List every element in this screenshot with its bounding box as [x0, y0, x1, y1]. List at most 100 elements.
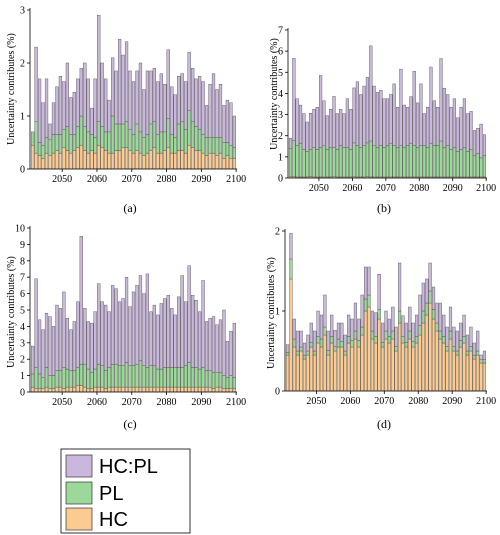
bar-pl — [445, 346, 449, 352]
bar-hc — [394, 350, 398, 392]
bar-hc — [100, 386, 104, 393]
bar-hc — [299, 350, 303, 392]
bar-pl — [472, 155, 477, 178]
bar-hc — [79, 385, 83, 393]
bar-pl — [86, 368, 90, 389]
bar-hcpl — [381, 322, 385, 343]
bar-hcpl — [342, 113, 346, 148]
bars — [31, 236, 236, 393]
bar-pl — [357, 340, 361, 348]
x-tick-label: 2100 — [226, 174, 246, 185]
bar-hc — [472, 358, 476, 392]
bar-hc — [48, 155, 52, 170]
bar-hcpl — [131, 81, 136, 135]
bar-pl — [345, 147, 349, 178]
bar-pl — [180, 367, 184, 388]
bar-hcpl — [218, 84, 223, 138]
panel-label: (b) — [377, 201, 391, 215]
bar-pl — [296, 350, 300, 356]
bar-hcpl — [90, 107, 94, 135]
bar-pl — [352, 142, 356, 177]
bar-pl — [312, 147, 316, 178]
bar-pl — [211, 137, 216, 154]
bar-hcpl — [426, 106, 430, 148]
bar-hc — [316, 342, 320, 392]
bar-hc — [55, 150, 59, 170]
bar-pl — [156, 368, 160, 388]
bar-pl — [426, 147, 430, 178]
bar-pl — [384, 330, 388, 340]
bar-hcpl — [100, 301, 104, 366]
bar-hcpl — [435, 302, 439, 324]
bar-pl — [76, 126, 80, 148]
bar-hcpl — [37, 78, 42, 143]
bar-hcpl — [104, 78, 108, 133]
bar-hcpl — [370, 310, 374, 332]
bar-hc — [229, 388, 233, 393]
x-tick-label: 2100 — [476, 183, 496, 194]
bar-hc — [65, 386, 69, 393]
bar-hc — [41, 388, 45, 393]
bar-hc — [104, 388, 108, 393]
bar-hcpl — [409, 96, 413, 144]
y-tick-label: 7 — [278, 26, 283, 37]
bar-hcpl — [232, 322, 236, 378]
bar-hc — [391, 338, 395, 392]
bar-hc — [166, 386, 170, 393]
bar-pl — [55, 134, 59, 151]
x-tick-label: 2090 — [442, 396, 462, 407]
bar-pl — [107, 131, 111, 154]
bar-hc — [184, 152, 188, 170]
bar-hcpl — [159, 73, 163, 133]
bar-hc — [107, 386, 111, 393]
bar-hcpl — [93, 78, 97, 138]
bar-hcpl — [329, 109, 333, 148]
bar-pl — [170, 367, 174, 388]
bar-pl — [114, 363, 118, 388]
bar-pl — [285, 352, 290, 356]
x-tick-label: 2050 — [306, 396, 326, 407]
bar-hcpl — [288, 138, 293, 149]
bar-hc — [201, 386, 205, 393]
bar-hc — [180, 150, 184, 170]
x-tick-label: 2060 — [87, 397, 107, 408]
bar-hcpl — [313, 330, 317, 352]
bar-pl — [347, 336, 351, 344]
x-tick-label: 2080 — [157, 397, 177, 408]
bar-hc — [340, 346, 344, 392]
bar-pl — [131, 365, 136, 388]
bar-pl — [428, 290, 432, 304]
bar-pl — [340, 341, 344, 348]
bar-hcpl — [208, 318, 212, 371]
bar-hcpl — [482, 134, 487, 156]
bar-hc — [145, 386, 150, 393]
bar-pl — [429, 142, 433, 178]
bar-hcpl — [218, 319, 223, 373]
x-tick-label: 2060 — [87, 174, 107, 185]
bar-hc — [421, 322, 425, 392]
bar-hc — [445, 350, 449, 392]
bar-pl — [309, 342, 313, 348]
bar-hcpl — [48, 123, 52, 141]
bar-hcpl — [352, 87, 356, 144]
bar-pl — [48, 375, 52, 389]
bar-hcpl — [93, 311, 97, 370]
bar-pl — [401, 336, 405, 344]
bar-hc — [58, 152, 63, 170]
bar-pl — [117, 123, 122, 151]
bar-pl — [309, 149, 313, 177]
bar-hc — [124, 147, 129, 170]
y-tick-label: 6 — [20, 289, 25, 300]
bar-hc — [34, 388, 38, 393]
bar-pl — [232, 377, 236, 389]
bar-hc — [145, 152, 150, 170]
bar-hc — [149, 386, 153, 393]
bar-pl — [298, 142, 303, 178]
bar-hcpl — [194, 299, 198, 368]
bar-hcpl — [152, 68, 156, 122]
bar-pl — [90, 372, 94, 389]
bar-hcpl — [330, 314, 334, 337]
bar-hcpl — [69, 329, 73, 371]
bar-hcpl — [166, 49, 170, 119]
x-tick-label: 2090 — [191, 397, 211, 408]
